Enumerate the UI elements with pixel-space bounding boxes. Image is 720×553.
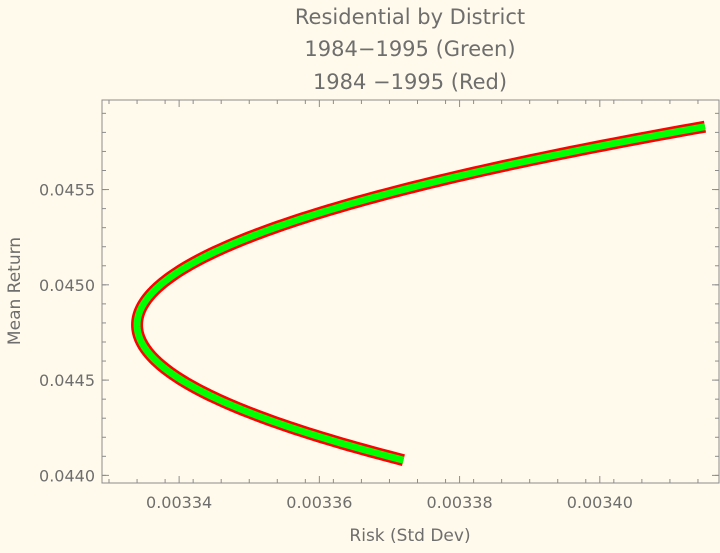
- x-tick-label: 0.00338: [426, 493, 492, 512]
- y-tick-label: 0.0450: [39, 276, 95, 295]
- x-axis-label: Risk (Std Dev): [349, 526, 470, 546]
- y-tick-labels: 0.0440 0.0445 0.0450 0.0455: [39, 181, 95, 486]
- chart-title: Residential by District: [295, 5, 525, 29]
- frontier-curve-outline: [131, 120, 707, 466]
- x-tick-label: 0.00334: [146, 493, 212, 512]
- tick-marks: [102, 100, 719, 483]
- x-tick-labels: 0.00334 0.00336 0.00338 0.00340: [146, 493, 633, 512]
- y-tick-label: 0.0455: [39, 181, 95, 200]
- frontier-curve-fill: [133, 123, 706, 464]
- y-tick-label: 0.0445: [39, 371, 95, 390]
- x-tick-label: 0.00340: [567, 493, 633, 512]
- plot-frame: [101, 99, 720, 484]
- chart-subtitle-green: 1984−1995 (Green): [304, 37, 515, 61]
- y-tick-label: 0.0440: [39, 466, 95, 485]
- y-axis-label: Mean Return: [5, 237, 25, 345]
- x-tick-label: 0.00336: [286, 493, 352, 512]
- chart-subtitle-red: 1984 −1995 (Red): [313, 70, 507, 94]
